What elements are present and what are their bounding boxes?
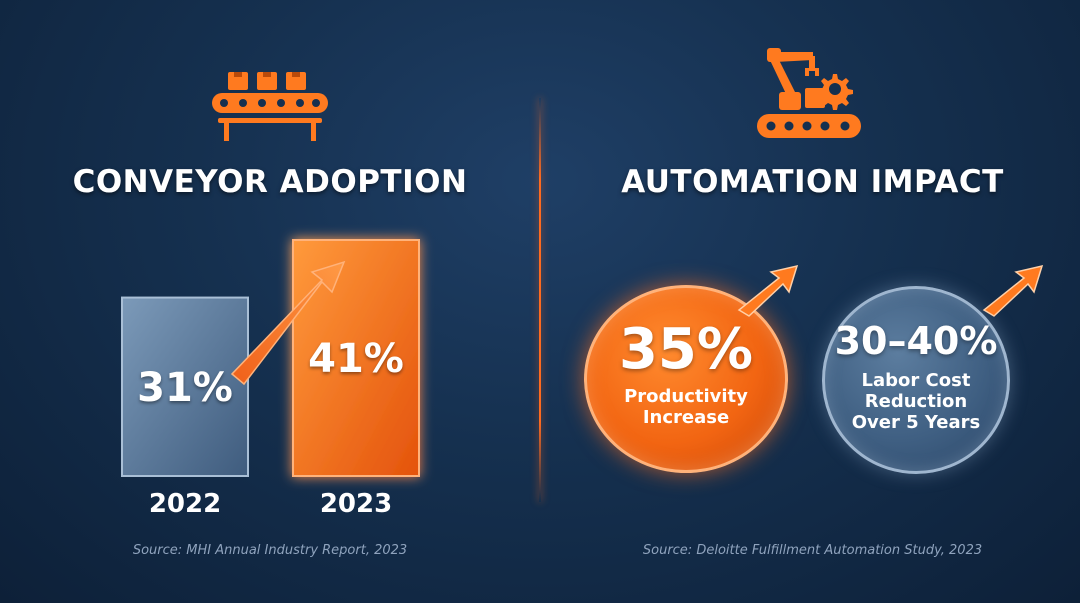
labor-cost-stat-circle: 30–40% Labor Cost Reduction Over 5 Years (822, 286, 1010, 474)
conveyor-belt-icon (212, 72, 328, 141)
automation-impact-title: AUTOMATION IMPACT (621, 164, 1004, 200)
left-source-note: Source: MHI Annual Industry Report, 2023 (132, 543, 408, 558)
bar-value-label-2022: 31% (137, 365, 233, 411)
robotic-arm-icon (757, 48, 861, 138)
bar-value-label-2023: 41% (308, 336, 404, 382)
productivity-up-arrow-icon (737, 264, 799, 317)
automation-impact-panel: AUTOMATION IMPACT 35% Productivity Incre… (545, 0, 1080, 603)
bar-2022 (121, 296, 249, 477)
bar-2023 (292, 239, 420, 477)
productivity-label: Productivity Increase (624, 386, 748, 428)
conveyor-adoption-panel: CONVEYOR ADOPTION 31% 2022 41% 2023 Source:… (72, 72, 468, 558)
category-label-2022: 2022 (149, 489, 221, 519)
labor-cost-label: Labor Cost Reduction Over 5 Years (851, 369, 981, 433)
labor-cost-value: 30–40% (834, 318, 998, 363)
category-label-2023: 2023 (320, 489, 392, 519)
adoption-bar-chart: 31% 2022 41% 2023 (121, 239, 420, 519)
productivity-value: 35% (618, 317, 754, 382)
right-source-note: Source: Deloitte Fulfillment Automation … (642, 543, 983, 558)
growth-arrow-icon (230, 260, 346, 386)
conveyor-adoption-title: CONVEYOR ADOPTION (72, 164, 468, 200)
labor-cost-up-arrow-icon (982, 264, 1044, 317)
panel-divider (539, 98, 541, 502)
productivity-stat-circle: 35% Productivity Increase (584, 285, 788, 473)
